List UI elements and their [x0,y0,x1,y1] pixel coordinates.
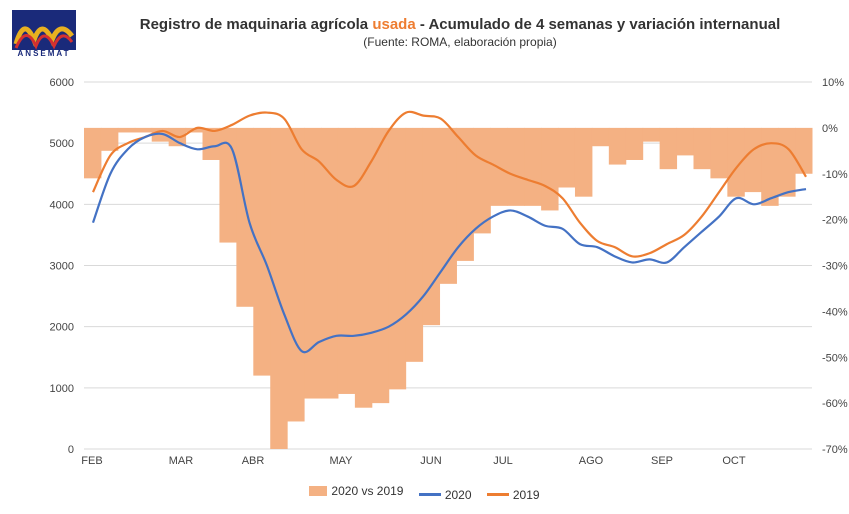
variation-bar [693,127,711,170]
y-left-tick-label: 1000 [50,383,74,395]
y-right-tick-label: 10% [822,77,844,89]
variation-bar [558,127,576,188]
legend-item-2020: 2020 [418,487,472,502]
line-2020 [91,132,807,354]
x-tick-label: AGO [579,455,604,467]
y-left-tick-label: 0 [68,444,74,456]
variation-bar [388,127,407,390]
variation-bar [270,127,288,449]
variation-bar [591,127,610,147]
legend-swatch-bars [309,486,328,496]
y-right-tick-label: -60% [822,398,848,410]
x-tick-label: FEB [81,455,102,467]
variation-bar [337,127,356,394]
variation-bar [541,127,559,211]
variation-bar [422,127,441,326]
variation-bar [321,127,339,399]
legend-label-2019: 2019 [512,487,540,502]
legend-item-bars: 2020 vs 2019 [309,484,403,498]
variation-bar [84,127,102,179]
chart-title: Registro de maquinaria agrícola usada - … [80,16,840,33]
x-tick-label: JUN [420,455,441,467]
y-left-tick-label: 6000 [50,77,74,89]
variation-bar [727,127,745,197]
variation-bar [354,127,373,408]
y-left-tick-label: 4000 [50,199,74,211]
y-right-tick-label: -30% [822,261,848,273]
variation-bar [371,127,390,404]
variation-bar [287,127,305,422]
x-tick-label: OCT [722,455,746,467]
y-left-tick-label: 3000 [50,261,74,273]
variation-bar [117,127,136,133]
variation-bar [676,127,694,156]
y-right-tick-label: -10% [822,169,848,181]
variation-bar [778,127,796,197]
ansemat-logo [12,10,76,50]
y-right-tick-label: 0% [822,123,838,135]
y-left-tick-label: 5000 [50,138,74,150]
variation-bar [456,127,474,261]
x-tick-label: MAR [169,455,194,467]
variation-bar [795,127,813,174]
variation-bar [439,127,457,284]
legend-label-bars: 2020 vs 2019 [331,484,404,498]
legend: 2020 vs 2019 2020 2019 [0,484,849,502]
x-tick-label: MAY [329,455,353,467]
y-right-tick-label: -70% [822,444,848,456]
variation-bar [642,127,661,142]
x-tick-label: SEP [651,455,673,467]
variation-bar [100,127,119,151]
y-right-tick-label: -40% [822,306,848,318]
x-tick-label: JUL [493,455,513,467]
title-part-2: - Acumulado de 4 semanas y variación int… [415,16,781,33]
variation-bar [625,127,644,160]
variation-bar [236,127,254,307]
variation-bar [608,127,627,165]
variation-bar [219,127,237,243]
variation-bar [134,127,153,133]
x-tick-label: ABR [242,455,265,467]
variation-bar [761,127,779,206]
variation-bar [744,127,762,193]
legend-swatch-2019 [486,493,509,496]
logo-text: ANSEMAT [17,49,71,58]
chart-subtitle: (Fuente: ROMA, elaboración propia) [363,35,557,49]
variation-bar [202,127,220,160]
legend-item-2019: 2019 [486,487,540,502]
variation-bar [473,127,491,234]
variation-bar [405,127,424,362]
legend-swatch-2020 [418,493,441,496]
line-2019 [92,110,807,258]
variation-bar [659,127,678,170]
variation-bar [304,127,322,399]
legend-label-2020: 2020 [444,487,472,502]
variation-bar [574,127,593,197]
y-right-tick-label: -50% [822,352,848,364]
variation-bar [507,127,525,206]
y-right-tick-label: -20% [822,215,848,227]
variation-bar [524,127,542,206]
title-part-1: Registro de maquinaria agrícola [139,16,373,33]
variation-bar [710,127,728,179]
title-highlight: usada [372,16,416,33]
y-left-tick-label: 2000 [50,322,74,334]
